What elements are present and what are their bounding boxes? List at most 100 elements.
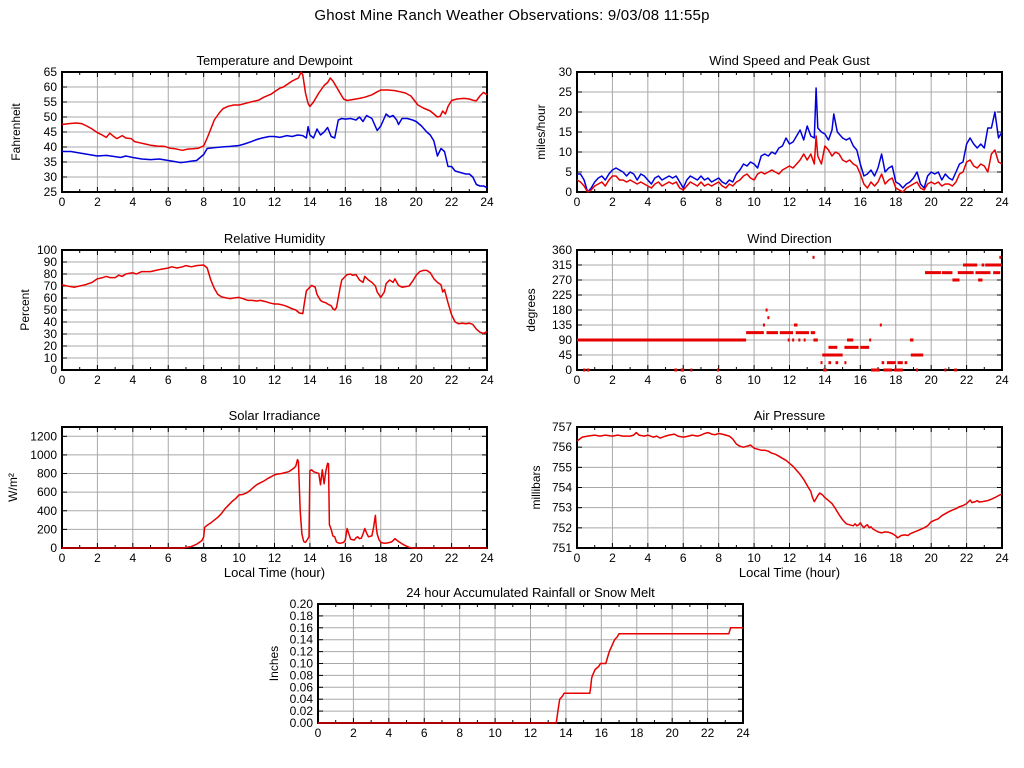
y-axis-label: Inches	[267, 646, 281, 681]
y-tick-label: 754	[552, 481, 572, 495]
x-tick-label: 22	[960, 195, 974, 209]
y-tick-label: 100	[37, 243, 57, 257]
x-tick-label: 14	[303, 551, 317, 565]
x-tick-label: 20	[924, 373, 938, 387]
y-tick-label: 0	[565, 363, 572, 377]
x-tick-label: 2	[609, 373, 616, 387]
y-axis-label: miles/hour	[534, 104, 548, 159]
x-tick-label: 14	[559, 726, 573, 740]
page-title: Ghost Mine Ranch Weather Observations: 9…	[314, 7, 710, 24]
y-tick-label: 55	[44, 95, 58, 109]
y-tick-label: 756	[552, 440, 572, 454]
x-tick-label: 6	[421, 726, 428, 740]
x-tick-label: 6	[680, 195, 687, 209]
x-tick-label: 6	[165, 195, 172, 209]
chart-wind-direction: 0 2 4 6 8 10 12 14 16 18 20 22 240459013518022527031…	[524, 231, 1009, 387]
x-tick-label: 0	[315, 726, 322, 740]
x-tick-label: 18	[630, 726, 644, 740]
y-tick-label: 0	[50, 541, 57, 555]
x-tick-label: 18	[889, 373, 903, 387]
y-tick-label: 25	[559, 85, 573, 99]
chart-title: Temperature and Dewpoint	[196, 53, 352, 68]
y-tick-label: 1200	[30, 429, 57, 443]
y-tick-label: 30	[44, 170, 58, 184]
x-tick-label: 4	[644, 373, 651, 387]
y-tick-label: 40	[44, 140, 58, 154]
y-tick-label: 1000	[30, 448, 57, 462]
x-tick-label: 14	[818, 373, 832, 387]
series-accumulated-precip	[318, 627, 743, 724]
y-tick-label: 360	[552, 243, 572, 257]
x-tick-label: 24	[480, 551, 494, 565]
x-tick-label: 14	[303, 373, 317, 387]
y-tick-label: 45	[44, 125, 58, 139]
x-tick-label: 16	[339, 195, 353, 209]
x-tick-label: 0	[59, 195, 66, 209]
x-tick-label: 20	[409, 373, 423, 387]
x-tick-label: 14	[303, 195, 317, 209]
x-tick-label: 8	[715, 551, 722, 565]
x-tick-label: 14	[818, 195, 832, 209]
x-tick-label: 24	[995, 195, 1009, 209]
y-tick-label: 30	[44, 327, 58, 341]
y-tick-label: 15	[559, 125, 573, 139]
y-axis-label: W/m²	[6, 473, 20, 502]
y-tick-label: 60	[44, 291, 58, 305]
y-tick-label: 752	[552, 521, 572, 535]
y-tick-label: 50	[44, 110, 58, 124]
y-tick-label: 0	[50, 363, 57, 377]
y-tick-label: 200	[37, 522, 57, 536]
x-tick-label: 4	[644, 551, 651, 565]
y-tick-label: 10	[559, 145, 573, 159]
series-solar-irradiance	[62, 458, 487, 549]
x-tick-label: 20	[409, 551, 423, 565]
y-tick-label: 0	[565, 185, 572, 199]
x-tick-label: 16	[595, 726, 609, 740]
y-axis-label: Fahrenheit	[9, 103, 23, 161]
series-dewpoint	[62, 113, 488, 189]
x-tick-label: 20	[924, 195, 938, 209]
x-tick-label: 4	[385, 726, 392, 740]
y-tick-label: 225	[552, 288, 572, 302]
y-tick-label: 10	[44, 351, 58, 365]
x-tick-label: 8	[200, 195, 207, 209]
y-tick-label: 800	[37, 467, 57, 481]
y-tick-label: 20	[44, 339, 58, 353]
y-tick-label: 0.18	[290, 609, 314, 623]
x-tick-label: 20	[409, 195, 423, 209]
x-tick-label: 10	[232, 195, 246, 209]
y-tick-label: 600	[37, 485, 57, 499]
x-tick-label: 6	[165, 551, 172, 565]
x-tick-label: 14	[818, 551, 832, 565]
x-tick-label: 10	[488, 726, 502, 740]
x-tick-label: 24	[480, 195, 494, 209]
x-tick-label: 8	[715, 195, 722, 209]
x-tick-label: 4	[644, 195, 651, 209]
y-tick-label: 35	[44, 155, 58, 169]
x-tick-label: 22	[960, 551, 974, 565]
y-tick-label: 755	[552, 460, 572, 474]
chart-air-pressure: 0 2 4 6 8 10 12 14 16 18 20 22 247517527537547557567…	[529, 408, 1009, 580]
x-tick-label: 20	[924, 551, 938, 565]
y-tick-label: 180	[552, 303, 572, 317]
y-tick-label: 757	[552, 420, 572, 434]
chart-title: Solar Irradiance	[229, 408, 321, 423]
x-tick-label: 2	[609, 195, 616, 209]
chart-title: Relative Humidity	[224, 231, 326, 246]
chart-relative-humidity: 0 2 4 6 8 10 12 14 16 18 20 22 240102030405060708090…	[18, 231, 494, 387]
x-tick-label: 10	[747, 195, 761, 209]
y-tick-label: 315	[552, 258, 572, 272]
x-tick-label: 16	[854, 195, 868, 209]
x-tick-label: 4	[129, 195, 136, 209]
y-tick-label: 0.12	[290, 645, 314, 659]
y-tick-label: 0.06	[290, 680, 314, 694]
chart-title: Wind Direction	[747, 231, 832, 246]
y-tick-label: 60	[44, 80, 58, 94]
y-tick-label: 0.02	[290, 704, 314, 718]
chart-solar-irradiance: 0 2 4 6 8 10 12 14 16 18 20 22 240200400600800100012…	[6, 408, 494, 580]
x-tick-label: 2	[94, 551, 101, 565]
x-tick-label: 0	[574, 195, 581, 209]
chart-title: Air Pressure	[754, 408, 826, 423]
x-tick-label: 12	[783, 373, 797, 387]
